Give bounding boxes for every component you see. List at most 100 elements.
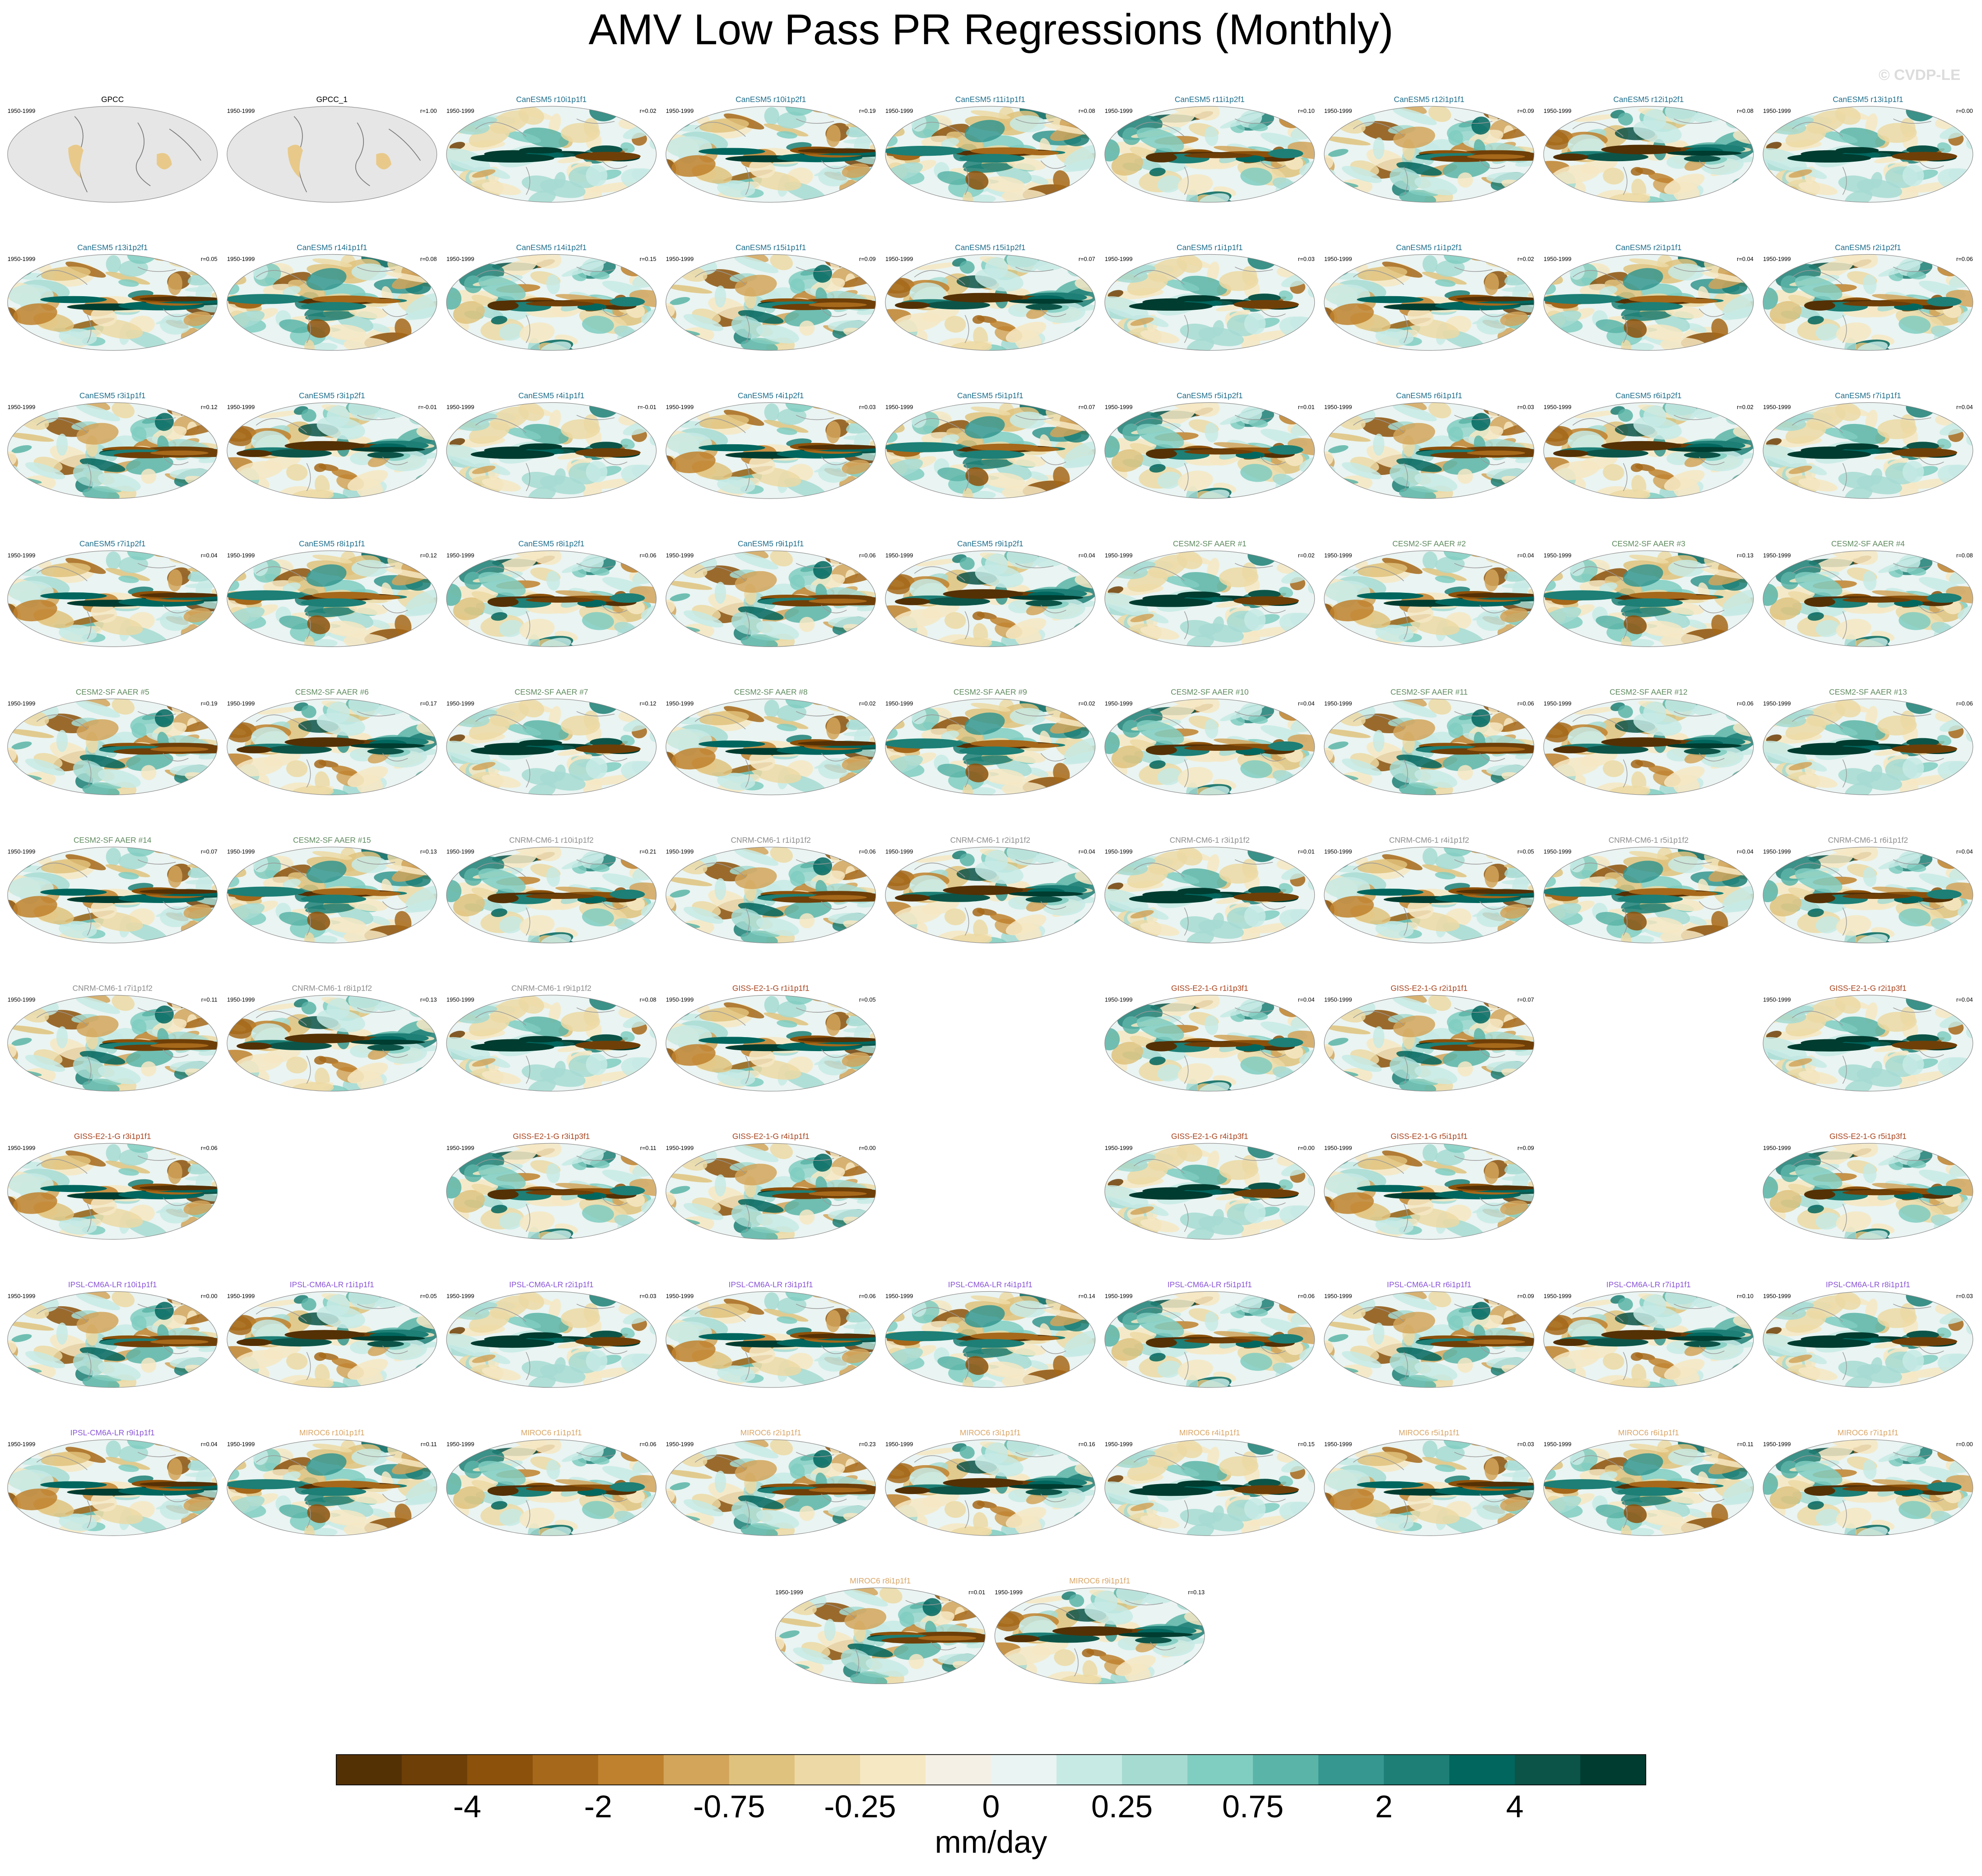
panel-r: r=0.00 xyxy=(1298,1145,1315,1151)
panel-period: 1950-1999 xyxy=(1105,1145,1133,1151)
panel-period: 1950-1999 xyxy=(1763,848,1791,855)
panel-period: 1950-1999 xyxy=(1763,1441,1791,1448)
panel-r: r=0.05 xyxy=(1517,848,1534,855)
panel-title: CanESM5 r14i1p1f1 xyxy=(297,243,367,252)
panel-title: CESM2-SF AAER #4 xyxy=(1831,539,1905,548)
panel-title: CanESM5 r6i1p2f1 xyxy=(1615,391,1682,400)
panel-period: 1950-1999 xyxy=(447,256,474,262)
panel: CanESM5 r1i1p1f1 1950-1999 r=0.03 xyxy=(1083,233,1332,379)
panel-period: 1950-1999 xyxy=(666,107,694,114)
colorbar-label: 0.25 xyxy=(1091,1789,1153,1824)
panel-r: r=0.02 xyxy=(859,700,876,707)
panel-r: r=0.01 xyxy=(968,1589,985,1596)
panel-r: r=0.06 xyxy=(1956,256,1973,262)
panel-title: CanESM5 r9i1p2f1 xyxy=(957,539,1024,548)
panel-r: r=0.00 xyxy=(1956,107,1973,114)
panel-period: 1950-1999 xyxy=(885,404,913,410)
panel-title: CanESM5 r8i1p2f1 xyxy=(518,539,585,548)
panel-r: r=0.06 xyxy=(640,1441,656,1448)
panel-period: 1950-1999 xyxy=(447,996,474,1003)
panel-title: CanESM5 r10i1p2f1 xyxy=(735,95,806,104)
panel-title: CanESM5 r12i1p1f1 xyxy=(1394,95,1464,104)
panel-r: r=0.11 xyxy=(1737,1441,1754,1448)
panel-period: 1950-1999 xyxy=(775,1589,803,1596)
panel-period: 1950-1999 xyxy=(447,848,474,855)
panel-period: 1950-1999 xyxy=(1763,1145,1791,1151)
panel-r: r=-0.01 xyxy=(638,404,656,410)
panel: CanESM5 r8i1p1f1 1950-1999 r=0.12 xyxy=(208,539,454,669)
panel: CanESM5 r12i1p1f1 1950-1999 r=0.09 xyxy=(1302,88,1558,210)
colorbar-box xyxy=(991,1755,1057,1785)
panel-r: r=0.16 xyxy=(1079,1441,1095,1448)
panel-title: IPSL-CM6A-LR r9i1p1f1 xyxy=(70,1428,155,1437)
panel: CanESM5 r9i1p2f1 1950-1999 r=0.04 xyxy=(868,535,1111,670)
panel-title: IPSL-CM6A-LR r5i1p1f1 xyxy=(1168,1280,1252,1289)
panel-title: CESM2-SF AAER #9 xyxy=(954,687,1027,696)
colorbar-box xyxy=(860,1755,926,1785)
panel-r: r=0.03 xyxy=(1517,1441,1534,1448)
panel-r: r=0.05 xyxy=(859,996,876,1003)
colorbar-box xyxy=(794,1755,861,1785)
panel-title: CanESM5 r13i1p2f1 xyxy=(77,243,148,252)
panel-period: 1950-1999 xyxy=(666,1441,694,1448)
panel-r: r=0.13 xyxy=(420,848,437,855)
panel: CanESM5 r6i1p1f1 1950-1999 r=0.03 xyxy=(1302,384,1558,507)
panel-period: 1950-1999 xyxy=(1324,404,1352,410)
panel-r: r=0.13 xyxy=(1188,1589,1205,1596)
colorbar-frame xyxy=(335,1754,1647,1786)
panel-period: 1950-1999 xyxy=(8,552,36,559)
panel: CNRM-CM6-1 r2i1p1f2 1950-1999 r=0.04 xyxy=(868,831,1111,966)
panel-title: CanESM5 r11i1p2f1 xyxy=(1175,95,1245,104)
panel-period: 1950-1999 xyxy=(1544,552,1572,559)
panel-title: CESM2-SF AAER #1 xyxy=(1173,539,1247,548)
panel-period: 1950-1999 xyxy=(227,700,255,707)
panel-period: 1950-1999 xyxy=(8,848,36,855)
panel-period: 1950-1999 xyxy=(8,1145,36,1151)
panel-period: 1950-1999 xyxy=(1324,1145,1352,1151)
colorbar-unit: mm/day xyxy=(935,1824,1047,1859)
colorbar-box xyxy=(1122,1755,1188,1785)
panel-period: 1950-1999 xyxy=(227,107,255,114)
panel-period: 1950-1999 xyxy=(227,1293,255,1299)
panel-title: MIROC6 r4i1p1f1 xyxy=(1179,1428,1240,1437)
colorbar-label: 0 xyxy=(982,1789,1000,1824)
panel: CanESM5 r7i1p1f1 1950-1999 r=0.04 xyxy=(1741,381,1982,527)
panel-r: r=0.10 xyxy=(1298,107,1315,114)
colorbar-box xyxy=(1187,1755,1253,1785)
panel-period: 1950-1999 xyxy=(8,256,36,262)
panel-r: r=0.21 xyxy=(640,848,656,855)
watermark: © CVDP-LE xyxy=(1879,67,1960,84)
panel-title: CNRM-CM6-1 r1i1p1f2 xyxy=(731,835,811,844)
panel-r: r=0.17 xyxy=(420,700,437,707)
panel-r: r=0.04 xyxy=(1956,404,1973,410)
panel-title: CNRM-CM6-1 r3i1p1f2 xyxy=(1170,835,1250,844)
panel-r: r=1.00 xyxy=(420,107,437,114)
panel-r: r=0.06 xyxy=(1737,700,1754,707)
panel: GPCC_1 1950-1999 r=1.00 xyxy=(226,95,437,203)
panel: CNRM-CM6-1 r9i1p1f2 1950-1999 r=0.08 xyxy=(425,974,674,1120)
panel: CanESM5 r10i1p1f1 1950-1999 r=0.02 xyxy=(425,85,674,231)
panel: MIROC6 r7i1p1f1 1950-1999 r=0.00 xyxy=(1755,1420,1982,1552)
panel-period: 1950-1999 xyxy=(1324,996,1352,1003)
panel-r: r=0.14 xyxy=(1079,1293,1095,1299)
panel-r: r=0.04 xyxy=(1517,552,1534,559)
colorbar-box xyxy=(1056,1755,1122,1785)
panel-period: 1950-1999 xyxy=(1763,107,1791,114)
panel-r: r=0.08 xyxy=(1079,107,1095,114)
panel-r: r=0.02 xyxy=(640,107,656,114)
panel: CESM2-SF AAER #14 1950-1999 r=0.07 xyxy=(0,817,237,971)
panel-title: GPCC xyxy=(101,95,124,104)
panel-period: 1950-1999 xyxy=(1763,256,1791,262)
panel-period: 1950-1999 xyxy=(447,1145,474,1151)
panel-period: 1950-1999 xyxy=(885,552,913,559)
panel-title: GISS-E2-1-G r1i1p3f1 xyxy=(1171,984,1248,993)
colorbar-box xyxy=(532,1755,599,1785)
panel-period: 1950-1999 xyxy=(1324,552,1352,559)
panel-period: 1950-1999 xyxy=(8,700,36,707)
panel-r: r=0.07 xyxy=(1079,404,1095,410)
panel-title: CanESM5 r2i1p1f1 xyxy=(1615,243,1682,252)
panel: CNRM-CM6-1 r4i1p1f2 1950-1999 r=0.05 xyxy=(1312,817,1554,971)
panel-r: r=0.06 xyxy=(859,552,876,559)
panel-title: CanESM5 r11i1p1f1 xyxy=(955,95,1025,104)
panel-r: r=0.11 xyxy=(640,1145,656,1151)
